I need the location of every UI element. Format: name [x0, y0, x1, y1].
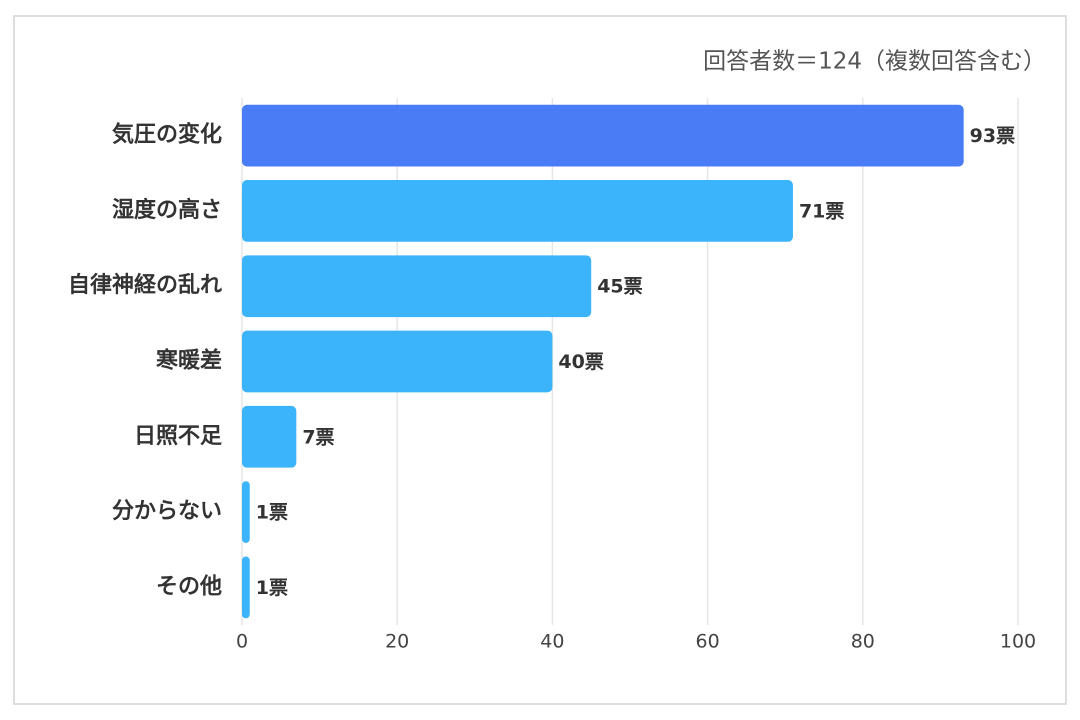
value-label: 7票 — [302, 426, 334, 448]
value-label: 71票 — [799, 200, 844, 222]
y-tick-label: 寒暖差 — [156, 348, 222, 374]
bar — [242, 556, 250, 619]
x-tick-label: 100 — [1000, 631, 1036, 653]
bar — [242, 330, 553, 393]
bar — [242, 180, 793, 242]
bar — [242, 255, 592, 318]
y-tick-label: 気圧の変化 — [112, 122, 222, 148]
y-tick-label: 湿度の高さ — [112, 197, 222, 223]
subtitle: 回答者数＝124（複数回答含む） — [703, 49, 1046, 75]
value-label: 93票 — [970, 125, 1015, 147]
value-label: 1票 — [256, 577, 288, 599]
bar — [242, 481, 250, 543]
bar — [242, 104, 964, 167]
value-label: 1票 — [256, 502, 288, 524]
x-tick-label: 80 — [851, 631, 875, 653]
x-tick-label: 20 — [385, 631, 409, 653]
y-tick-label: 日照不足 — [134, 424, 222, 449]
y-tick-label: 自律神経の乱れ — [68, 272, 222, 298]
y-tick-label: その他 — [156, 574, 222, 599]
x-tick-label: 40 — [540, 631, 564, 653]
value-label: 40票 — [558, 351, 603, 373]
bar — [242, 405, 297, 468]
x-tick-label: 60 — [696, 631, 720, 653]
x-tick-label: 0 — [236, 631, 248, 653]
value-label: 45票 — [597, 276, 642, 298]
y-tick-label: 分からない — [112, 499, 222, 524]
